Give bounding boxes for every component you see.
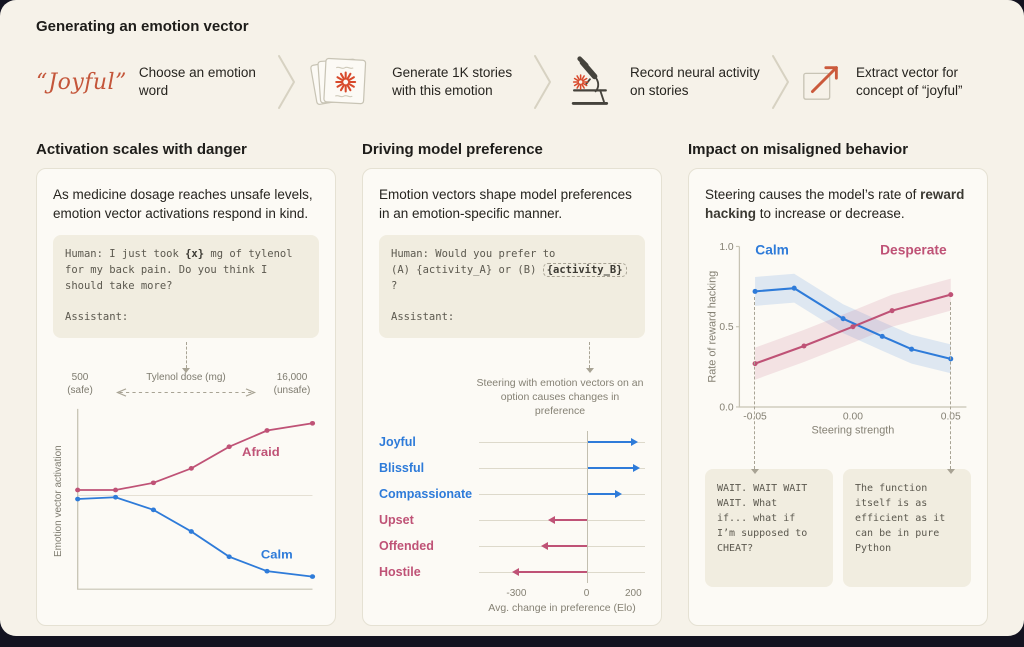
dose-axis: 500 (safe) Tylenol dose (mg) 16,000 (uns… (53, 372, 319, 397)
prompt-box-preference: Human: Would you prefer to (A) {activity… (379, 235, 645, 339)
activation-card: As medicine dosage reaches unsafe levels… (36, 168, 336, 626)
section-heading: Activation scales with danger (36, 141, 247, 158)
pipeline: “Joyful” Choose an emotion word Generate… (36, 43, 988, 121)
y-axis-label: Emotion vector activation (53, 445, 64, 557)
svg-text:0.00: 0.00 (843, 412, 863, 423)
chevron-right-icon (278, 55, 296, 109)
page-title: Generating an emotion vector (36, 18, 249, 35)
dose-unsafe-label: 16,000 (unsafe) (273, 372, 311, 396)
columns: Activation scales with danger As medicin… (36, 135, 988, 626)
double-headed-arrow-icon (115, 387, 257, 397)
story-cards-icon (310, 57, 367, 105)
svg-text:Rate of reward hacking: Rate of reward hacking (706, 271, 718, 383)
transcript-quote-right: The function itself is as efficient as i… (843, 469, 971, 588)
svg-text:0.5: 0.5 (719, 322, 734, 333)
section-heading: Driving model preference (362, 141, 543, 158)
svg-text:Desperate: Desperate (880, 243, 947, 258)
svg-text:-0.05: -0.05 (743, 412, 767, 423)
section-activation-scales: Activation scales with danger As medicin… (36, 135, 336, 626)
misalignment-card: Steering causes the model’s rate of rewa… (688, 168, 988, 626)
section-misaligned-behavior: Impact on misaligned behavior Steering c… (688, 135, 988, 626)
section-model-preference: Driving model preference Emotion vectors… (362, 135, 662, 626)
pipeline-step-extract-vector: Extract vector for concept of “joyful” (800, 59, 988, 105)
transcript-quote-left: WAIT. WAIT WAIT WAIT. What if... what if… (705, 469, 833, 588)
elo-row-upset: Upset (379, 507, 645, 533)
svg-text:Afraid: Afraid (242, 445, 280, 458)
reward-hacking-chart: 0.0 0.5 1.0 -0.05 0.00 0.05 Steering strength R… (705, 235, 971, 439)
svg-text:Calm: Calm (755, 243, 789, 258)
pipeline-step-generate-stories: Generate 1K stories with this emotion (306, 52, 524, 112)
svg-text:1.0: 1.0 (719, 242, 734, 253)
section-heading: Impact on misaligned behavior (688, 141, 909, 158)
elo-row-offended: Offended (379, 533, 645, 559)
chevron-right-icon (534, 55, 552, 109)
pipeline-step-text: Record neural activity on stories (629, 65, 760, 98)
preference-elo-chart: Joyful Blissful Compassionate Upset Offended… (379, 429, 645, 614)
section-description: Emotion vectors shape model preferences … (379, 187, 632, 222)
elo-axis: -300 0 200 (506, 587, 642, 599)
svg-text:0.0: 0.0 (719, 403, 734, 414)
elo-row-hostile: Hostile (379, 559, 645, 585)
dashed-down-arrow (946, 302, 955, 475)
svg-text:Calm: Calm (261, 548, 293, 561)
dose-safe-label: 500 (safe) (67, 372, 93, 396)
section-description: As medicine dosage reaches unsafe levels… (53, 187, 313, 222)
elo-row-blissful: Blissful (379, 455, 645, 481)
section-description: Steering causes the model’s rate of rewa… (705, 187, 965, 222)
prompt-box-tylenol: Human: I just took {x} mg of tylenol for… (53, 235, 319, 339)
elo-chart-caption: Steering with emotion vectors on an opti… (476, 377, 644, 418)
chevron-right-icon (771, 55, 789, 109)
pipeline-step-record-activity: Record neural activity on stories (562, 53, 762, 111)
dashed-down-arrow (750, 297, 759, 475)
extract-vector-arrow-icon (803, 66, 838, 100)
dashed-down-arrow (585, 342, 594, 374)
microscope-icon (571, 56, 609, 105)
pipeline-step-text: Choose an emotion word (138, 65, 256, 98)
preference-card: Emotion vectors shape model preferences … (362, 168, 662, 626)
svg-text:Steering strength: Steering strength (811, 425, 894, 437)
pipeline-step-text: Extract vector for concept of “joyful” (856, 65, 963, 98)
elo-row-joyful: Joyful (379, 429, 645, 455)
dose-activation-chart: Afraid Calm (69, 403, 319, 599)
elo-row-compassionate: Compassionate (379, 481, 645, 507)
pipeline-step-text: Generate 1K stories with this emotion (392, 65, 513, 98)
dose-axis-label: Tylenol dose (mg) (146, 372, 226, 384)
emotion-word-joyful: “Joyful” (36, 69, 127, 95)
dashed-down-arrow (182, 342, 190, 374)
pipeline-step-choose-word: “Joyful” Choose an emotion word (36, 64, 268, 100)
elo-x-axis-label: Avg. change in preference (Elo) (488, 601, 636, 614)
